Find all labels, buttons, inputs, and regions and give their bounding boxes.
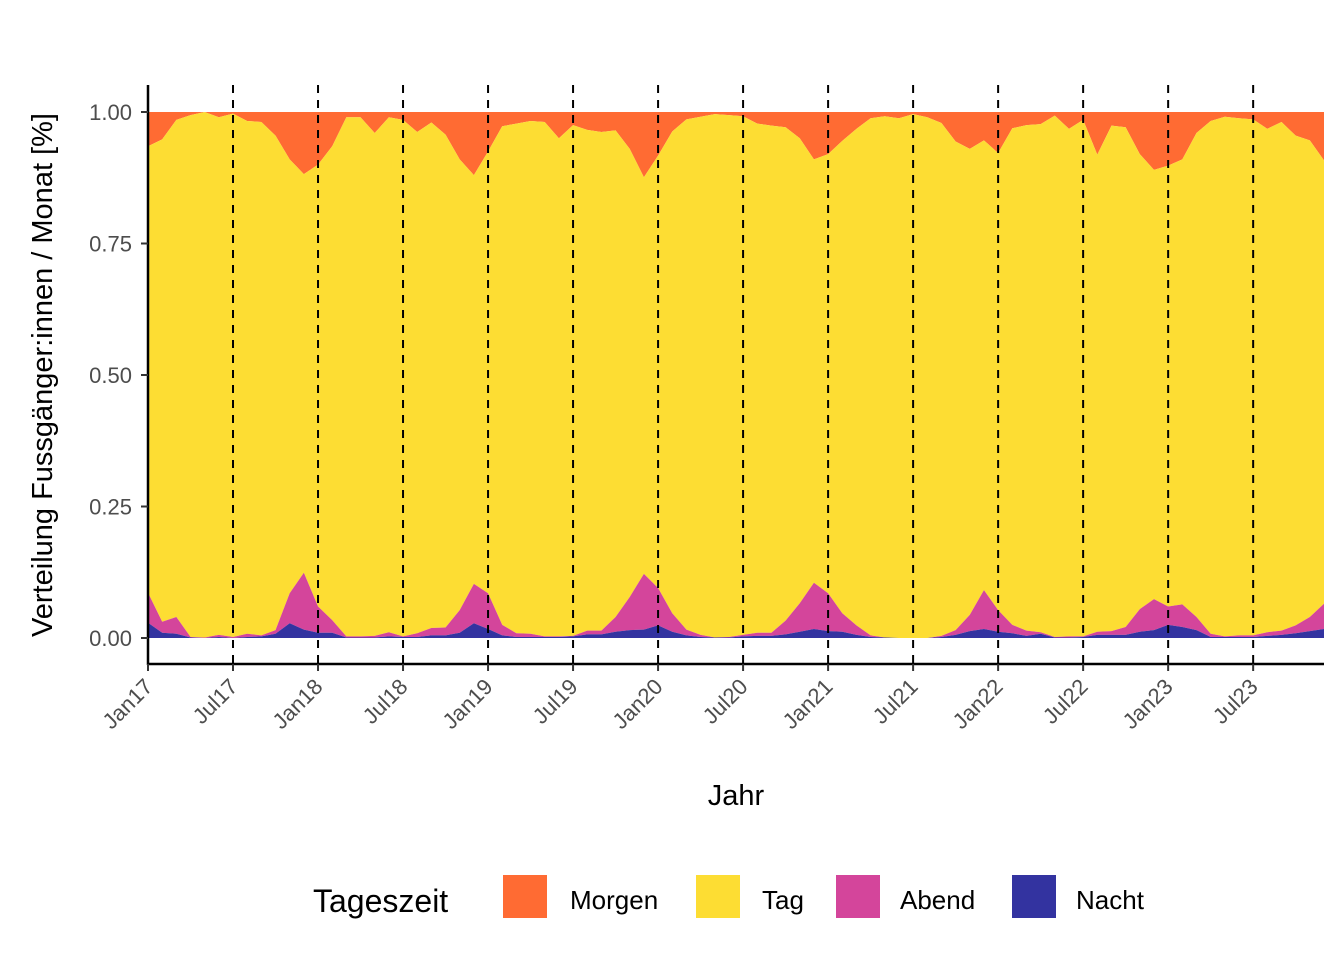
- x-axis-ticks: Jan17 Jul17 Jan18 Jul18 Jan19 Jul19 Jan20 Jul20…: [97, 664, 1263, 734]
- area-abend: [148, 572, 1324, 638]
- area-tag: [148, 112, 1324, 638]
- x-tick-label: Jan19: [438, 674, 498, 734]
- legend-label-abend: Abend: [900, 885, 975, 915]
- area-nacht: [148, 622, 1324, 638]
- x-tick-label: Jan20: [608, 674, 668, 734]
- legend-swatch-morgen: [503, 875, 547, 918]
- area-morgen: [148, 112, 1324, 178]
- y-tick-label: 1.00: [89, 100, 132, 125]
- dashed-tick-lines: [232, 85, 1255, 663]
- x-tick-label: Jul17: [188, 674, 243, 729]
- x-tick-label: Jul23: [1208, 674, 1263, 729]
- x-axis-title: Jahr: [708, 780, 765, 812]
- legend-swatch-nacht: [1012, 875, 1056, 918]
- x-tick-label: Jan23: [1118, 674, 1178, 734]
- x-tick-label: Jan22: [948, 674, 1008, 734]
- legend-swatch-abend: [836, 875, 880, 918]
- area-layers: [148, 112, 1324, 638]
- legend: Tageszeit Morgen Tag Abend Nacht: [313, 875, 1145, 919]
- y-tick-label: 0.00: [89, 626, 132, 651]
- y-tick-label: 0.75: [89, 232, 132, 257]
- legend-title: Tageszeit: [313, 883, 448, 919]
- y-tick-label: 0.25: [89, 495, 132, 520]
- x-tick-label: Jan21: [778, 674, 838, 734]
- x-tick-label: Jul18: [358, 674, 413, 729]
- x-tick-label: Jan18: [267, 674, 327, 734]
- x-tick-label: Jul19: [528, 674, 583, 729]
- x-tick-label: Jul21: [868, 674, 923, 729]
- legend-label-nacht: Nacht: [1076, 885, 1145, 915]
- legend-swatch-tag: [696, 875, 740, 918]
- x-tick-label: Jul22: [1038, 674, 1093, 729]
- x-tick-label: Jul20: [698, 674, 753, 729]
- legend-label-morgen: Morgen: [570, 885, 658, 915]
- y-tick-label: 0.50: [89, 363, 132, 388]
- y-axis-title: Verteilung Fussgänger:innen / Monat [%]: [27, 113, 59, 637]
- y-axis-ticks: 0.00 0.25 0.50 0.75 1.00: [89, 100, 148, 651]
- legend-label-tag: Tag: [762, 885, 804, 915]
- x-tick-label: Jan17: [97, 674, 157, 734]
